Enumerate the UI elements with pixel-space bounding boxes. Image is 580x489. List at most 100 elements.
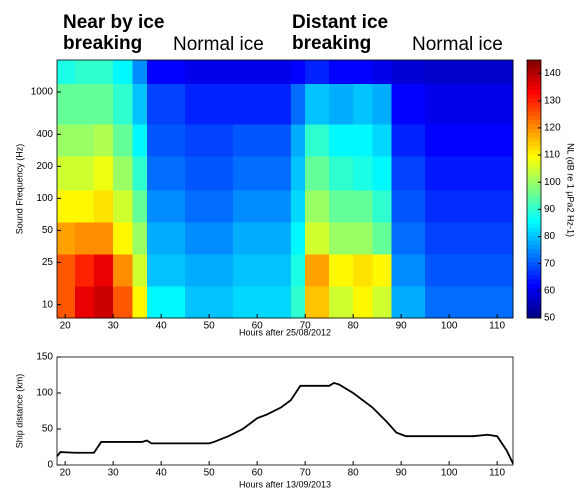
y-axis-label: Sound Frequency (Hz) [14,144,24,235]
heat-cell [290,221,306,255]
x-tick-label: 40 [156,468,168,479]
colorbar-frame [526,59,542,319]
colorbar-step [527,244,541,250]
heat-cell [93,156,114,191]
colorbar-step [527,146,541,151]
heat-cell [146,83,186,125]
heat-cell [305,83,330,125]
heat-cell [57,285,76,319]
colorbar-step [527,201,541,207]
x-tick-label: 20 [60,468,72,479]
heat-cell [93,285,114,319]
y-tick-label: 50 [42,424,54,435]
heat-cell [391,221,426,255]
heat-cell [185,156,234,191]
colorbar-step [527,292,541,297]
colorbar-step [527,184,541,190]
heat-cell [425,156,514,191]
colorbar-step [527,124,541,130]
heat-cell [391,60,426,85]
colorbar-step [527,279,541,285]
colorbar-step [527,98,541,104]
heat-cell [290,285,306,319]
heat-cell [353,83,373,125]
heat-cell [233,60,292,85]
x-tick-label: 100 [441,468,458,479]
x-tick-label: 50 [204,468,216,479]
heat-cell [74,124,95,157]
colorbar-step [527,60,541,65]
colorbar-tick-label: 60 [544,285,556,296]
y-axis-label: Ship distance (km) [14,374,24,449]
colorbar-step [527,128,541,134]
colorbar-step [527,72,541,78]
heat-cell [290,189,306,223]
heat-cell [305,60,330,85]
heat-cell [290,83,306,125]
heat-cell [57,124,76,157]
annotation: Near by ice breaking [63,12,165,54]
heat-cell [290,60,306,85]
x-axis-label: Hours after 25/08/2012 [239,327,331,337]
colorbar-step [527,232,541,237]
annotation: Distant ice breaking [292,12,389,54]
heat-cell [290,156,306,191]
x-tick-label: 90 [396,321,408,332]
colorbar-step [527,158,541,164]
colorbar-step [527,193,541,199]
heat-cell [391,253,426,287]
colorbar-step [527,227,541,233]
heat-cell [146,285,186,319]
heat-cell [233,221,292,255]
y-tick-label: 0 [47,460,53,471]
heat-cell [113,189,133,223]
heat-cell [233,285,292,319]
heat-cell [353,253,373,287]
heat-cell [391,124,426,157]
colorbar-step [527,115,541,121]
x-tick-label: 60 [252,321,264,332]
colorbar-tick-label: 110 [544,150,560,161]
heat-cell [329,221,354,255]
heat-cell [93,83,114,125]
colorbar-step [527,270,541,276]
colorbar-tick-label: 130 [544,95,561,106]
heat-cell [305,253,330,287]
heat-cell [353,189,373,223]
heat-cell [113,60,133,85]
heat-cell [57,60,76,85]
colorbar-tick-label: 90 [544,204,556,215]
heat-cell [353,60,373,85]
y-tick-label: 50 [42,225,54,236]
heat-cell [113,221,133,255]
heat-cell [425,221,514,255]
heat-cell [74,253,95,287]
colorbar-step [527,171,541,177]
colorbar-step [527,313,541,319]
colorbar-step [527,103,541,108]
heat-cell [146,221,186,255]
x-tick-label: 20 [60,321,72,332]
colorbar-step [527,77,541,82]
heat-cell [132,253,148,287]
heat-cell [372,124,393,157]
colorbar-step [527,133,541,138]
heat-cell [93,60,114,85]
colorbar-tick-label: 80 [544,231,556,242]
colorbar-step [527,167,541,173]
heat-cell [132,189,148,223]
colorbar-step [527,176,541,181]
heat-cell [372,253,393,287]
heat-cell [132,221,148,255]
heat-cell [57,189,76,223]
heat-cell [425,83,514,125]
heat-cell [93,189,114,223]
colorbar-step [527,154,541,160]
heat-cell [305,285,330,319]
colorbar-step [527,266,541,272]
heat-cell [185,221,234,255]
heat-cell [425,124,514,157]
heat-cell [57,253,76,287]
colorbar-tick-label: 70 [544,258,556,269]
